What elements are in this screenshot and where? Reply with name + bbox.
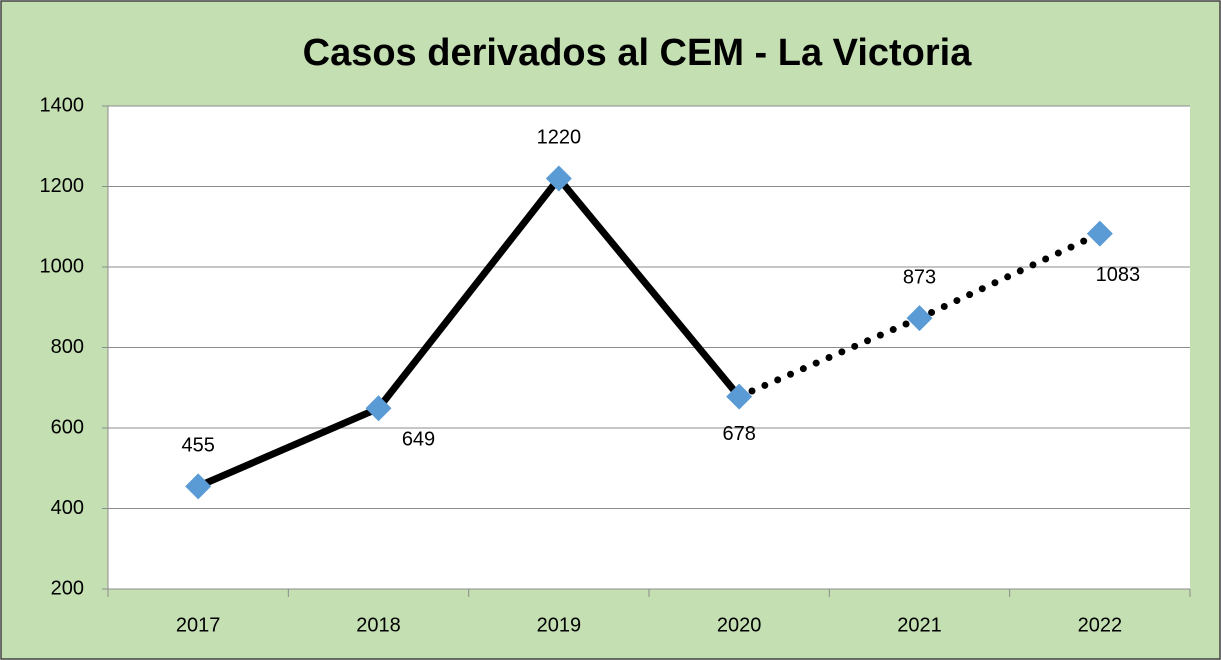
marker [185, 473, 212, 500]
data-label: 455 [181, 435, 214, 457]
y-tick-label: 1400 [40, 94, 85, 116]
marker [545, 165, 572, 192]
data-label: 873 [903, 266, 936, 288]
y-tick-label: 800 [51, 336, 84, 358]
marker [726, 383, 753, 410]
marker [906, 305, 933, 332]
x-tick-label: 2017 [176, 614, 221, 636]
data-label: 1220 [537, 127, 582, 149]
chart-title: Casos derivados al CEM - La Victoria [303, 32, 973, 74]
solid-line [196, 174, 742, 490]
x-tick-label: 2021 [897, 614, 942, 636]
y-tick-label: 600 [51, 416, 84, 438]
y-tick-label: 200 [51, 577, 84, 599]
data-label: 1083 [1096, 264, 1141, 286]
data-label: 649 [402, 429, 435, 451]
data-label: 678 [722, 423, 755, 445]
x-tick-label: 2019 [537, 614, 582, 636]
marker [1086, 220, 1113, 247]
x-tick-label: 2018 [356, 614, 401, 636]
y-tick-label: 1000 [40, 255, 85, 277]
marker [365, 395, 392, 422]
x-tick-label: 2022 [1078, 614, 1123, 636]
y-tick-label: 400 [51, 497, 84, 519]
y-tick-label: 1200 [40, 175, 85, 197]
x-tick-label: 2020 [717, 614, 762, 636]
